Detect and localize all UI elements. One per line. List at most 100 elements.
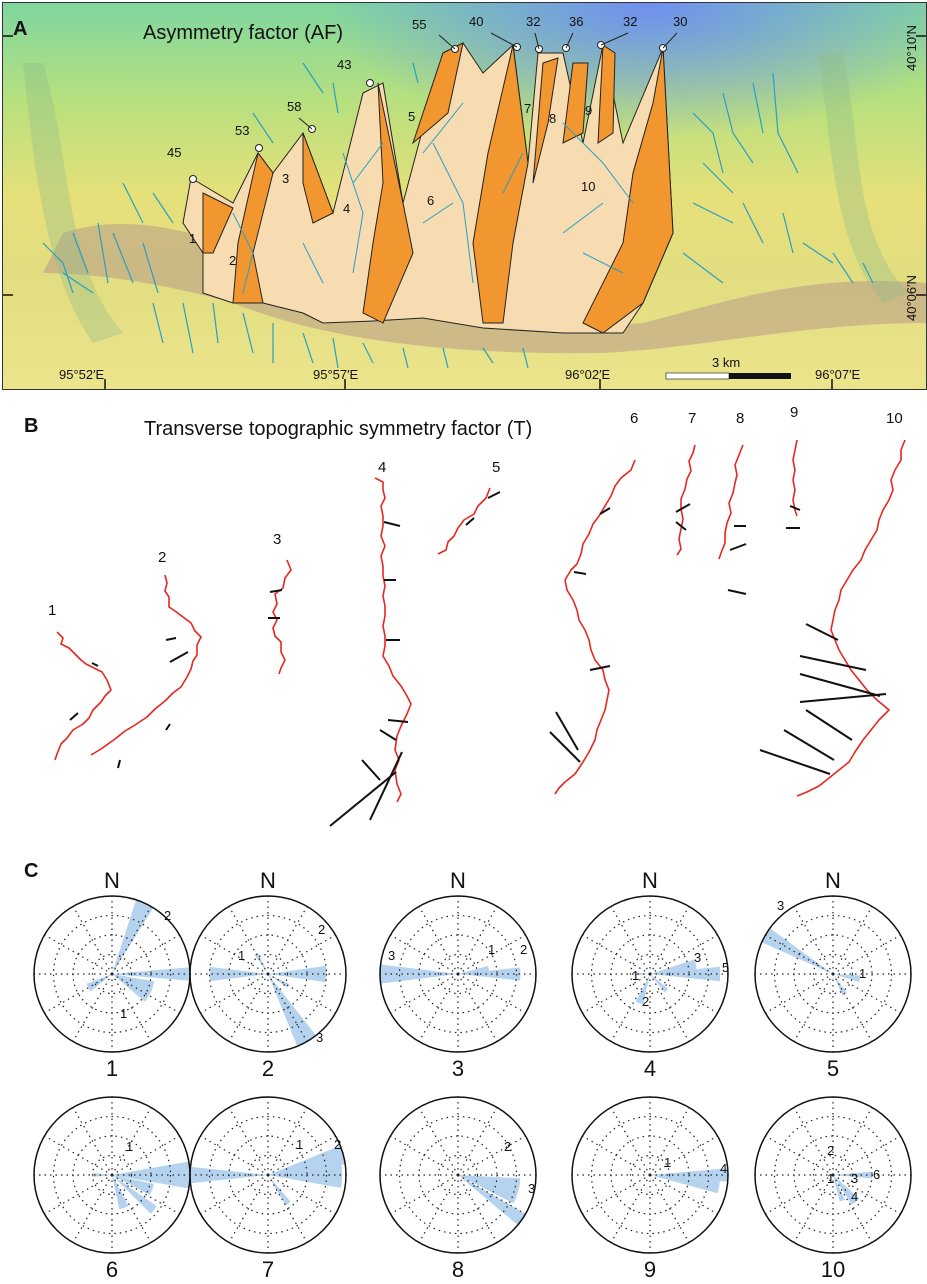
rose-ring <box>590 1115 710 1235</box>
af-value-3: 58 <box>287 99 301 114</box>
rose-spoke <box>765 934 834 975</box>
rose-diagram-4: 3 5 12 <box>571 895 729 1053</box>
rose-spoke <box>44 1174 113 1215</box>
rose-spoke <box>649 934 718 975</box>
rose-caption-6: 6 <box>105 1257 119 1282</box>
rose-spoke <box>582 934 651 975</box>
rose-spoke <box>610 1107 651 1176</box>
rose-petal <box>268 965 327 983</box>
panel-a-title: Asymmetry factor (AF) <box>143 22 343 44</box>
af-value-6: 40 <box>469 14 483 29</box>
rose-petal <box>833 1175 860 1205</box>
rose-spoke <box>582 1135 651 1176</box>
rose-spoke <box>390 934 459 975</box>
basin-number-4: 4 <box>343 201 350 216</box>
panel-a-map: 45 53 58 43 55 40 32 36 32 30 1 2 3 4 5 … <box>2 2 927 390</box>
rose-outline <box>189 1096 347 1254</box>
rose-count-label: 1 <box>664 1155 671 1170</box>
rose-petal <box>635 974 650 1005</box>
rose-petal <box>458 1175 526 1226</box>
panel-a-svg: 45 53 58 43 55 40 32 36 32 30 1 2 3 4 5 … <box>3 3 926 389</box>
rose-ring <box>208 1115 328 1235</box>
lon-label-2: 95°57′E <box>313 367 359 382</box>
rose-ring <box>91 1154 133 1196</box>
rose-petal <box>112 974 155 1002</box>
rose-caption-9: 9 <box>643 1257 657 1282</box>
rose-count-label: 1 <box>296 1137 303 1152</box>
rose-count-label: 2 <box>504 1139 511 1154</box>
rose-spoke <box>418 1107 459 1176</box>
rose-petal <box>458 967 521 981</box>
lon-label-3: 96°02′E <box>565 367 611 382</box>
rose-spoke <box>832 1135 901 1176</box>
rose-spoke <box>457 1107 498 1176</box>
rose-count-label: 1 <box>120 1006 127 1021</box>
rose-count-label: 1 <box>488 942 495 957</box>
rose-spoke <box>72 1107 113 1176</box>
rose-petal <box>268 1162 343 1188</box>
rose-caption-7: 7 <box>261 1257 275 1282</box>
rose-count-label: 1 <box>632 968 639 983</box>
rose-spoke <box>418 973 459 1042</box>
rose-caption-3: 3 <box>451 1056 465 1081</box>
af-value-9: 32 <box>623 14 637 29</box>
rose-spoke <box>832 973 873 1042</box>
rose-outline <box>754 895 912 1053</box>
rose-spoke <box>44 1135 113 1176</box>
rose-spoke <box>111 934 180 975</box>
rose-spoke <box>267 906 308 975</box>
rose-count-label: 2 <box>642 994 649 1009</box>
rose-spoke <box>111 906 152 975</box>
basin-number-10: 10 <box>581 179 595 194</box>
rose-diagram-6: 1 <box>33 1096 191 1254</box>
rose-spoke <box>457 906 498 975</box>
af-value-7: 32 <box>526 14 540 29</box>
rose-spoke <box>649 973 718 1014</box>
rose-petal <box>650 974 669 993</box>
rose-ring <box>590 914 710 1034</box>
rose-spoke <box>111 973 152 1042</box>
rose-ring <box>812 953 854 995</box>
rose-spoke <box>72 973 113 1042</box>
rose-count-label: 3 <box>388 948 395 963</box>
rose-count-label: 3 <box>851 1171 858 1186</box>
panel-b-letter: B <box>24 415 39 437</box>
rose-spoke <box>390 973 459 1014</box>
rose-petal <box>92 1173 112 1177</box>
rose-spoke <box>200 1174 269 1215</box>
rose-diagram-3: 3 1 2 <box>379 895 537 1053</box>
af-value-5: 55 <box>412 17 426 32</box>
rose-spoke <box>765 1135 834 1176</box>
rose-spoke <box>649 1174 718 1215</box>
scale-bar <box>665 372 791 380</box>
rose-petal <box>833 1175 845 1202</box>
t-profiles <box>54 440 906 803</box>
t-label-10-top: 10 <box>886 410 903 427</box>
rose-spoke <box>793 1107 834 1176</box>
rose-caption-10: 10 <box>820 1257 846 1282</box>
rose-count-label: 2 <box>164 908 171 923</box>
rose-spoke <box>111 1135 180 1176</box>
basin-drainage <box>232 102 634 294</box>
rose-spoke <box>457 973 526 1014</box>
rose-spoke <box>457 934 526 975</box>
coordinate-ticks <box>3 35 926 389</box>
rose-count-label: 2 <box>827 1143 834 1158</box>
rose-count-label: 5 <box>722 960 729 975</box>
rose-petal <box>112 899 154 974</box>
rose-spoke <box>267 1174 336 1215</box>
rose-north-label-3: N <box>450 868 466 893</box>
rose-spoke <box>457 1174 526 1215</box>
rose-ring <box>773 1115 893 1235</box>
rose-petal <box>458 965 490 974</box>
t-label-6-top: 6 <box>630 410 639 427</box>
rose-spoke <box>765 973 834 1014</box>
rose-spoke <box>111 1174 152 1243</box>
rose-ring <box>812 1154 854 1196</box>
rose-caption-4: 4 <box>643 1056 657 1081</box>
rose-petal <box>650 966 721 982</box>
basin-number-2: 2 <box>229 253 236 268</box>
rose-ring <box>629 1154 671 1196</box>
drainage-network <box>42 62 874 369</box>
